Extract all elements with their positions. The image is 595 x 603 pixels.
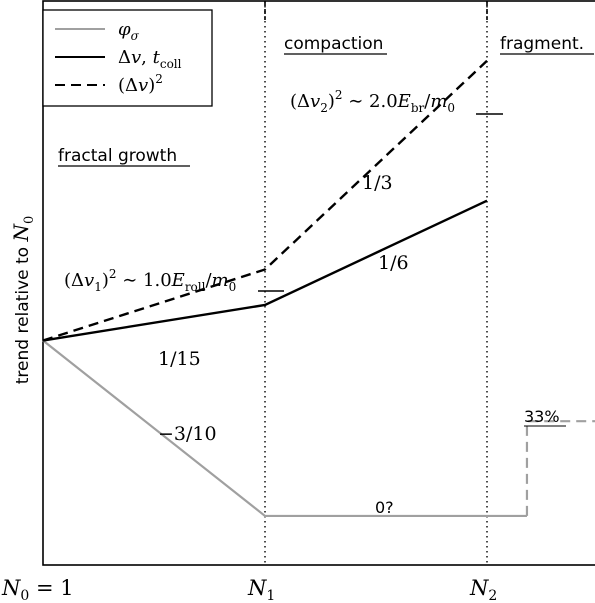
phi-plateau-label: 0? [375, 498, 394, 517]
x-tick-labels: N0 = 1 N1 N2 [1, 576, 497, 603]
phase-labels: fractal growth compaction fragment. [58, 34, 594, 167]
annotations: 1/15 −3/10 1/6 1/3 0? 33% (Δv1)2 ∼ 1.0Er… [64, 88, 566, 517]
slope-label-dv2-phase2: 1/3 [362, 172, 393, 194]
series-group [42, 59, 595, 518]
slope-label-phi-phase1: −3/10 [158, 423, 217, 445]
slope-label-dv-phase2: 1/6 [378, 252, 409, 274]
x-tick-n2: N2 [469, 576, 497, 603]
phase-separators [264, 1, 488, 565]
series-line-0 [42, 339, 527, 518]
legend-label-dv: Δv, tcoll [118, 47, 182, 71]
phase-label-fractal-growth: fractal growth [58, 146, 177, 166]
legend: φσ Δv, tcoll (Δv)2 [42, 9, 213, 107]
y-axis-label: trend relative to N0 [9, 216, 37, 385]
legend-label-phi: φσ [118, 19, 140, 43]
x-tick-n0: N0 = 1 [1, 576, 74, 603]
fragmentation-jump-label: 33% [524, 407, 560, 426]
slope-label-dv-phase1: 1/15 [158, 348, 201, 370]
dv1-annotation: (Δv1)2 ∼ 1.0Eroll/m0 [64, 267, 236, 294]
dv2-annotation: (Δv2)2 ∼ 2.0Ebr/m0 [290, 88, 455, 115]
phase-label-fragmentation: fragment. [500, 34, 584, 54]
series-line-2 [42, 199, 488, 342]
series-line-1 [525, 420, 595, 516]
plot-frame [42, 0, 595, 566]
series-line-3 [42, 59, 488, 342]
legend-label-dv2: (Δv)2 [118, 72, 163, 96]
phase-label-compaction: compaction [284, 34, 383, 54]
x-tick-n1: N1 [247, 576, 275, 603]
